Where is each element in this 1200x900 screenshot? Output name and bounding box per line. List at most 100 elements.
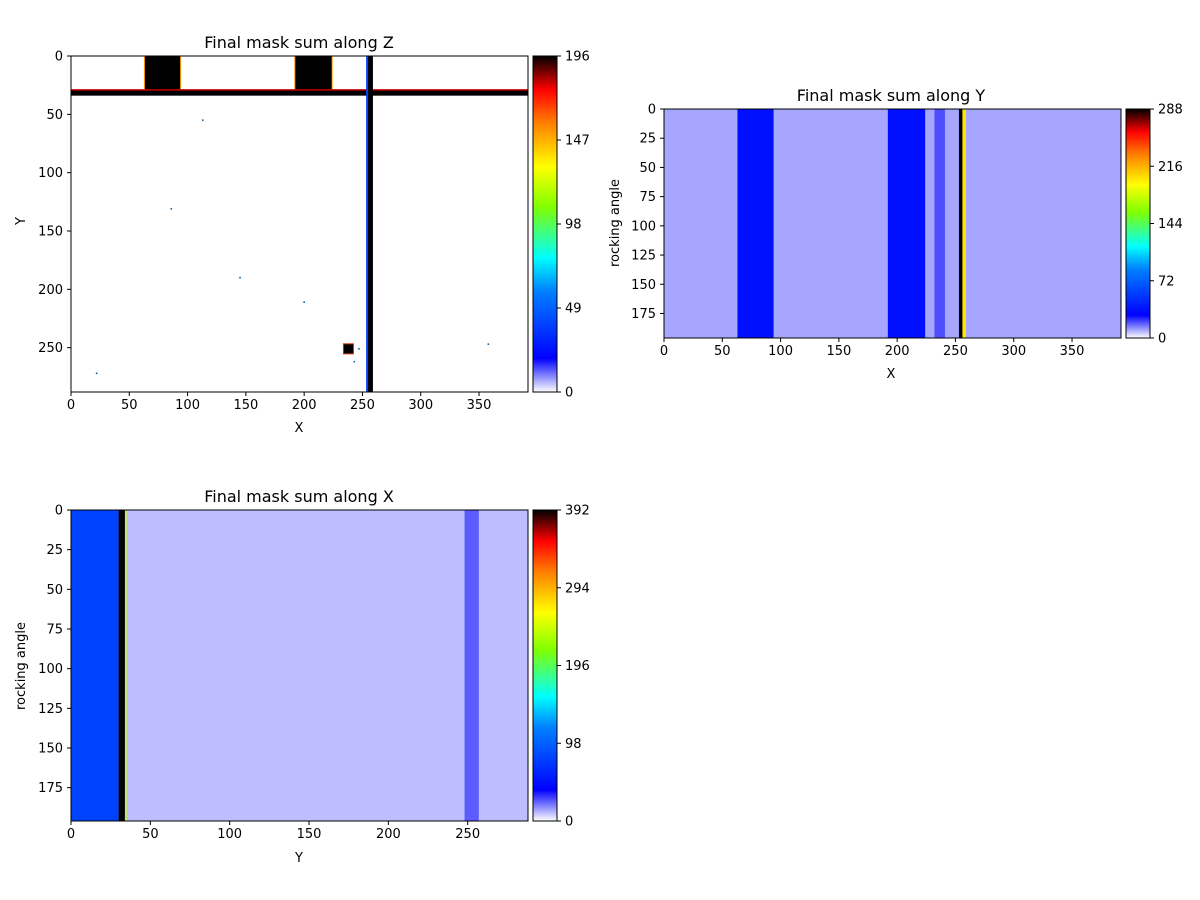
colorbar-tick-label: 144 bbox=[1158, 217, 1183, 232]
y-tick-label: 250 bbox=[38, 341, 63, 356]
mask-row-band bbox=[71, 89, 528, 96]
y-tick-label: 200 bbox=[38, 283, 63, 298]
colorbar-tick-label: 196 bbox=[565, 659, 590, 674]
x-tick-label: 300 bbox=[408, 398, 433, 413]
mask-dot bbox=[95, 372, 98, 375]
x-tick-label: 0 bbox=[67, 398, 75, 413]
y-axis-ticks: 0 50 100 150 200 250 bbox=[38, 50, 71, 356]
colorbar-tick-label: 196 bbox=[565, 50, 590, 65]
y-axis-label: rocking angle bbox=[14, 622, 29, 710]
mask-block bbox=[294, 55, 333, 92]
y-tick-label: 50 bbox=[46, 108, 63, 123]
x-tick-label: 150 bbox=[826, 344, 851, 359]
x-axis-label: X bbox=[295, 421, 304, 436]
x-tick-label: 150 bbox=[233, 398, 258, 413]
x-tick-label: 350 bbox=[467, 398, 492, 413]
plot-area bbox=[70, 55, 529, 393]
colorbar-tick-label: 288 bbox=[1158, 103, 1183, 118]
x-tick-label: 50 bbox=[142, 827, 159, 842]
colorbar-tick-label: 98 bbox=[565, 737, 582, 752]
y-tick-label: 25 bbox=[46, 543, 63, 558]
colorbar-tick-label: 0 bbox=[565, 386, 573, 401]
x-tick-label: 250 bbox=[350, 398, 375, 413]
y-tick-label: 125 bbox=[631, 249, 656, 264]
plot-area bbox=[663, 108, 1122, 339]
colorbar-tick-label: 392 bbox=[565, 504, 590, 519]
colorbar-tick-label: 72 bbox=[1158, 274, 1175, 289]
y-tick-label: 50 bbox=[639, 161, 656, 176]
y-tick-label: 50 bbox=[46, 583, 63, 598]
x-tick-label: 250 bbox=[943, 344, 968, 359]
colorbar-tick-label: 49 bbox=[565, 302, 582, 317]
colorbar: 0 49 98 147 196 bbox=[532, 50, 590, 401]
x-axis-label: X bbox=[887, 367, 896, 382]
x-tick-label: 250 bbox=[455, 827, 480, 842]
x-tick-label: 150 bbox=[297, 827, 322, 842]
x-tick-label: 0 bbox=[660, 344, 668, 359]
chart-title: Final mask sum along Z bbox=[204, 33, 394, 52]
plot-frame bbox=[70, 55, 529, 393]
y-tick-label: 100 bbox=[38, 166, 63, 181]
y-tick-label: 25 bbox=[639, 132, 656, 147]
mask-column-band bbox=[367, 56, 373, 392]
y-tick-label: 150 bbox=[38, 225, 63, 240]
heatmap-background bbox=[71, 56, 528, 392]
x-tick-label: 100 bbox=[175, 398, 200, 413]
plot-frame bbox=[663, 108, 1122, 339]
y-tick-label: 175 bbox=[38, 781, 63, 796]
heatmap-background bbox=[71, 510, 528, 821]
heatmap-column bbox=[934, 109, 945, 338]
y-tick-label: 175 bbox=[631, 307, 656, 322]
x-axis-ticks: 0 50 100 150 200 250 300 350 bbox=[67, 392, 492, 413]
y-tick-label: 0 bbox=[55, 504, 63, 519]
colorbar-tick-label: 147 bbox=[565, 134, 590, 149]
colorbar-tick-label: 0 bbox=[565, 815, 573, 830]
y-tick-label: 0 bbox=[648, 103, 656, 118]
x-tick-label: 50 bbox=[714, 344, 731, 359]
y-axis-label: rocking angle bbox=[608, 179, 623, 267]
panel-z: Final mask sum along Z 0 50 100 150 200 250 30… bbox=[14, 33, 590, 436]
y-tick-label: 75 bbox=[46, 623, 63, 638]
y-axis-label: Y bbox=[14, 217, 29, 226]
colorbar-tick-label: 216 bbox=[1158, 160, 1183, 175]
panel-y: Final mask sum along Y 0 50 100 150 200 250 30… bbox=[608, 86, 1183, 382]
colorbar-gradient bbox=[532, 55, 558, 393]
y-tick-label: 150 bbox=[38, 742, 63, 757]
mask-dot bbox=[239, 276, 241, 279]
x-axis-ticks: 0 50 100 150 200 250 300 350 bbox=[660, 338, 1085, 359]
mask-dot bbox=[487, 343, 490, 345]
colorbar-gradient bbox=[532, 509, 558, 822]
x-tick-label: 100 bbox=[217, 827, 242, 842]
heatmap-column bbox=[118, 510, 125, 821]
mask-dot bbox=[303, 301, 305, 303]
x-tick-label: 350 bbox=[1060, 344, 1085, 359]
colorbar-tick-label: 294 bbox=[565, 581, 590, 596]
y-axis-ticks: 0 25 50 75 100 125 150 175 bbox=[631, 103, 664, 322]
x-tick-label: 0 bbox=[67, 827, 75, 842]
heatmap-column bbox=[962, 109, 966, 338]
heatmap-column bbox=[958, 109, 963, 338]
colorbar-tick-label: 98 bbox=[565, 218, 582, 233]
mask-square bbox=[342, 343, 354, 355]
x-tick-label: 200 bbox=[885, 344, 910, 359]
mask-dot bbox=[170, 208, 173, 210]
x-tick-label: 50 bbox=[121, 398, 138, 413]
y-tick-label: 0 bbox=[55, 50, 63, 65]
mask-dot bbox=[201, 119, 204, 121]
x-tick-label: 200 bbox=[292, 398, 317, 413]
heatmap-column bbox=[124, 510, 127, 821]
heatmap-column bbox=[887, 109, 926, 338]
chart-title: Final mask sum along Y bbox=[797, 86, 986, 105]
panel-x: Final mask sum along X 0 50 100 150 200 250 0… bbox=[14, 487, 590, 866]
y-tick-label: 125 bbox=[38, 702, 63, 717]
x-tick-label: 300 bbox=[1001, 344, 1026, 359]
x-axis-ticks: 0 50 100 150 200 250 bbox=[67, 821, 480, 842]
colorbar-gradient bbox=[1125, 108, 1151, 339]
y-tick-label: 75 bbox=[639, 190, 656, 205]
x-tick-label: 100 bbox=[768, 344, 793, 359]
mask-dot bbox=[358, 348, 360, 350]
colorbar: 0 98 196 294 392 bbox=[532, 504, 590, 830]
mask-dot bbox=[353, 360, 356, 363]
colorbar: 0 72 144 216 288 bbox=[1125, 103, 1183, 347]
